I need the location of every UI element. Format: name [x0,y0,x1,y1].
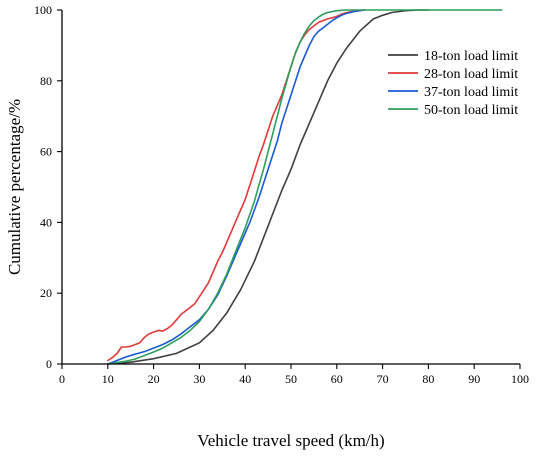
x-tick-label: 100 [511,372,529,386]
series-line-2 [107,9,366,362]
legend-label-2: 28-ton load limit [424,67,518,82]
x-axis-title: Vehicle travel speed (km/h) [197,431,384,450]
y-axis-title: Cumulative percentage/% [5,99,24,275]
x-tick-label: 10 [102,372,114,386]
x-tick-label: 30 [193,372,205,386]
x-tick-label: 90 [468,372,480,386]
series-line-3 [107,9,366,365]
legend-label-1: 18-ton load limit [424,49,518,64]
y-tick-label: 40 [40,215,52,229]
legend: 18-ton load limit 28-ton load limit 37-ton… [388,49,518,118]
series-layer [107,9,503,365]
x-tick-label: 0 [59,372,65,386]
x-tick-label: 60 [331,372,343,386]
x-tick-label: 20 [148,372,160,386]
y-tick-label: 0 [46,357,52,371]
y-tick-label: 100 [34,3,52,17]
legend-label-4: 50-ton load limit [424,103,518,118]
x-tick-label: 40 [239,372,251,386]
series-line-1 [107,9,430,365]
y-tick-label: 60 [40,145,52,159]
x-tick-label: 70 [377,372,389,386]
legend-label-3: 37-ton load limit [424,85,518,100]
y-tick-label: 80 [40,74,52,88]
series-line-4 [107,9,503,365]
axes-layer: 0 10 20 30 40 50 60 70 80 90 100 0 20 40 60 80 100 [34,3,529,386]
x-tick-label: 50 [285,372,297,386]
x-tick-label: 80 [422,372,434,386]
y-tick-label: 20 [40,286,52,300]
